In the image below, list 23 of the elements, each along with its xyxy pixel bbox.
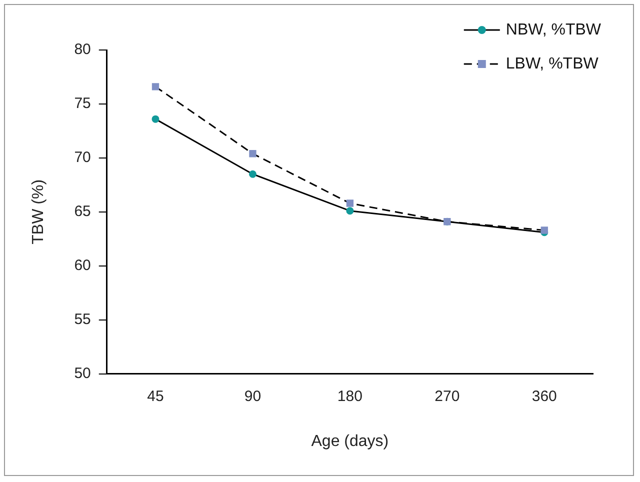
x-tick-label: 90 [244,388,262,405]
point [249,150,256,158]
x-axis-title: Age (days) [311,432,389,450]
x-tick-label: 180 [337,388,362,405]
point [346,200,354,207]
y-tick-label: 75 [74,95,91,112]
point [152,115,160,123]
point [248,170,256,178]
point [346,207,354,215]
y-tick-label: 55 [74,310,91,328]
point [152,83,160,90]
y-axis-title: TBW (%) [30,179,48,244]
y-tick-label: 70 [74,149,91,166]
point [540,226,548,234]
y-tick-label: 65 [74,203,91,220]
x-tick-label: 45 [147,388,164,405]
x-tick-label: 360 [532,388,557,405]
x-tick-label: 270 [434,388,460,405]
y-tick-label: 60 [74,257,91,274]
legend-label: NBW, %TBW [506,21,602,38]
y-tick-label: 80 [74,41,91,58]
y-tick-label: 50 [74,364,91,382]
legend-label: LBW, %TBW [506,55,600,72]
